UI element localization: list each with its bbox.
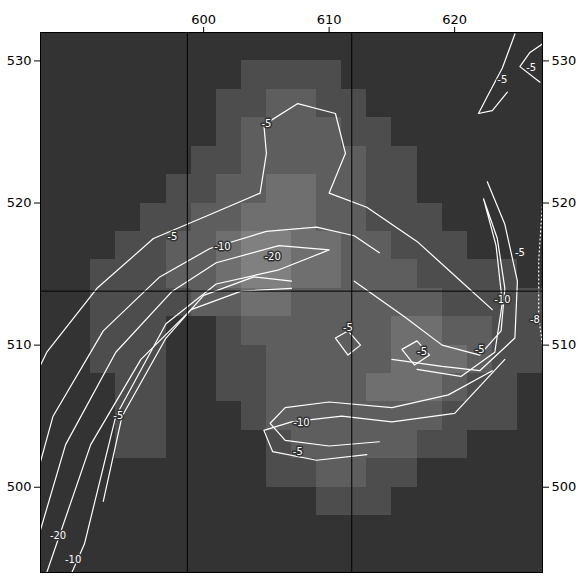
svg-text:510: 510 <box>7 337 32 352</box>
svg-text:510: 510 <box>552 337 577 352</box>
svg-text:-20: -20 <box>265 251 281 262</box>
svg-text:-8: -8 <box>530 314 540 325</box>
svg-text:-10: -10 <box>293 417 309 428</box>
svg-text:-5: -5 <box>475 344 485 355</box>
svg-text:-5: -5 <box>497 74 507 85</box>
svg-text:520: 520 <box>552 195 577 210</box>
svg-text:500: 500 <box>7 479 32 494</box>
svg-text:-5: -5 <box>167 231 177 242</box>
svg-text:-5: -5 <box>113 410 123 421</box>
svg-text:-5: -5 <box>343 322 353 333</box>
svg-text:530: 530 <box>7 53 32 68</box>
svg-text:600: 600 <box>191 12 216 27</box>
svg-text:-5: -5 <box>515 247 525 258</box>
svg-text:620: 620 <box>442 12 467 27</box>
svg-text:530: 530 <box>552 53 577 68</box>
svg-text:-20: -20 <box>50 530 66 541</box>
svg-text:610: 610 <box>317 12 342 27</box>
svg-text:-5: -5 <box>261 118 271 129</box>
svg-text:-10: -10 <box>494 294 510 305</box>
svg-text:-5: -5 <box>417 346 427 357</box>
svg-text:-10: -10 <box>214 241 230 252</box>
svg-text:-5: -5 <box>526 62 536 73</box>
svg-text:-10: -10 <box>65 554 81 565</box>
svg-text:520: 520 <box>7 195 32 210</box>
svg-text:-5: -5 <box>293 446 303 457</box>
svg-text:500: 500 <box>552 479 577 494</box>
